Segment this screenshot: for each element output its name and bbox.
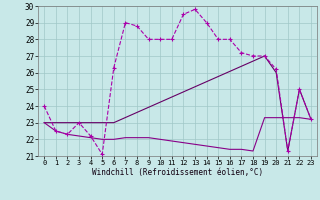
X-axis label: Windchill (Refroidissement éolien,°C): Windchill (Refroidissement éolien,°C) — [92, 168, 263, 177]
